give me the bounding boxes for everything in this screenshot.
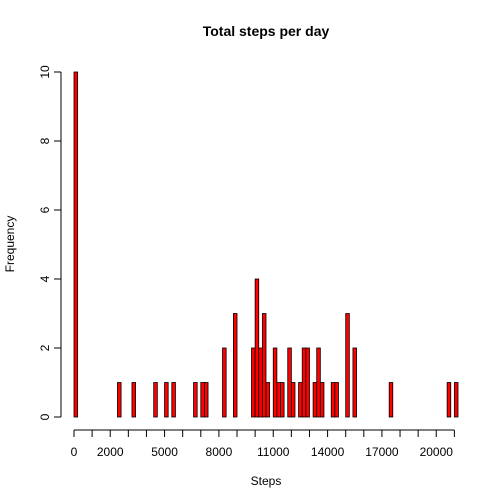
histogram-bar [193, 382, 198, 418]
x-axis: 0 2000 5000 8000 11000 14000 17000 20000 [71, 429, 455, 459]
histogram-bar [316, 347, 321, 418]
histogram-bar [276, 382, 281, 418]
histogram-bar [352, 347, 357, 418]
y-tick-label: 0 [38, 413, 52, 420]
histogram-bar [453, 382, 459, 418]
y-tick-label: 6 [38, 206, 52, 213]
x-tick-label: 11000 [257, 445, 290, 459]
y-tick-label: 4 [38, 275, 52, 282]
histogram-bar [251, 347, 256, 418]
histogram-bar [330, 382, 336, 418]
histogram-bar [261, 313, 267, 418]
histogram-bar [73, 71, 79, 418]
y-tick-label: 2 [38, 344, 52, 351]
x-tick-label: 20000 [420, 445, 454, 459]
histogram-bar [298, 382, 303, 418]
y-axis-label: Frequency [3, 216, 17, 273]
chart-title: Total steps per day [203, 23, 330, 39]
histogram-bar [171, 382, 176, 418]
histogram-bar [290, 382, 296, 418]
x-axis-label: Steps [251, 474, 282, 488]
histogram-bar [153, 382, 158, 418]
histogram-bar [287, 347, 292, 418]
histogram-bar [301, 347, 307, 418]
histogram-bar [131, 382, 136, 418]
x-tick-label: 8000 [206, 445, 233, 459]
bars-group [73, 71, 459, 418]
histogram-bar [204, 382, 209, 418]
x-tick-label: 5000 [151, 445, 178, 459]
histogram-bar [254, 278, 260, 418]
histogram-bar [446, 382, 452, 418]
histogram-bar [200, 382, 205, 418]
histogram-bar [334, 382, 339, 418]
histogram-bar [232, 313, 238, 418]
y-axis: 0 2 4 6 8 10 [38, 65, 62, 420]
x-tick-label: 2000 [97, 445, 124, 459]
histogram-bar [272, 347, 278, 418]
x-tick-label: 0 [71, 445, 78, 459]
histogram-bar [388, 382, 394, 418]
histogram-bar [312, 382, 318, 418]
histogram-bar [280, 382, 285, 418]
histogram-bar [164, 382, 169, 418]
histogram-bar [319, 382, 325, 418]
histogram-bar [117, 382, 122, 418]
y-tick-label: 8 [38, 137, 52, 144]
histogram-bar [345, 313, 350, 418]
histogram-bar [305, 347, 310, 418]
x-tick-label: 17000 [365, 445, 399, 459]
histogram-bar [258, 347, 263, 418]
histogram-bar [265, 382, 271, 418]
y-tick-label: 10 [38, 65, 52, 79]
x-tick-label: 14000 [311, 445, 345, 459]
histogram-bar [222, 347, 227, 418]
